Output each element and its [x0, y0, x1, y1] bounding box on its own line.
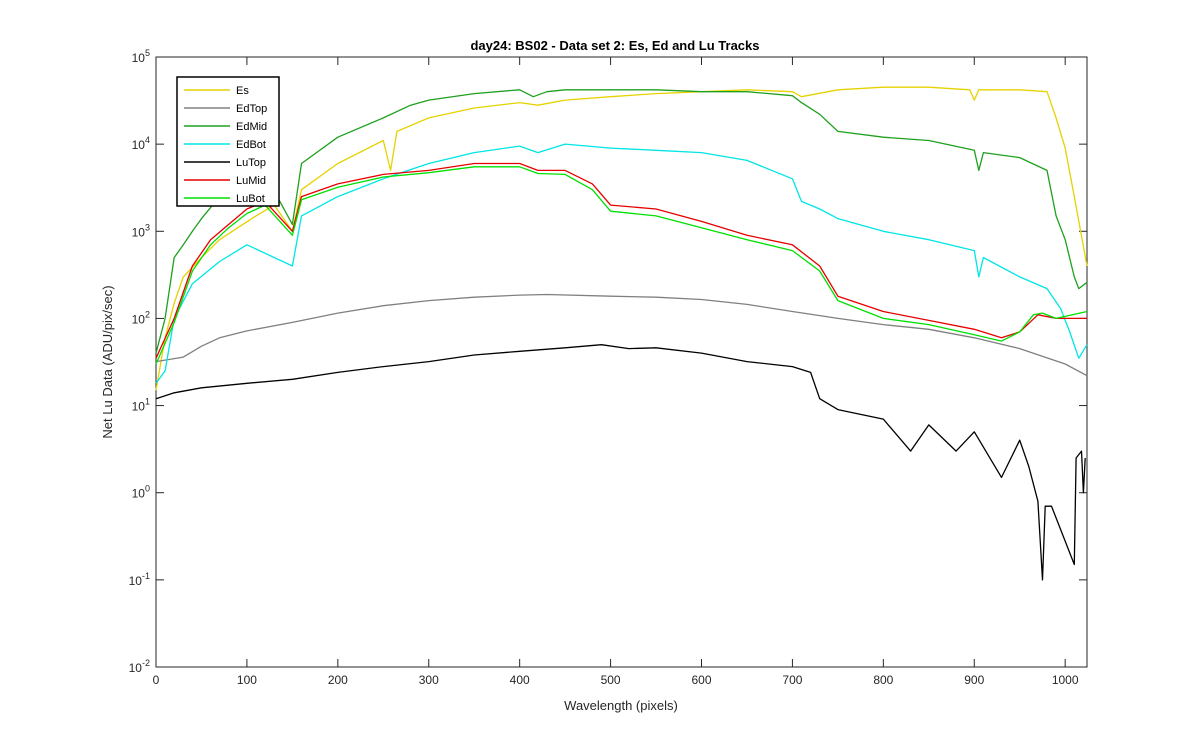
- y-tick-exponent: 2: [145, 309, 150, 319]
- x-tick-label: 600: [691, 673, 711, 687]
- legend-label: EdBot: [236, 139, 266, 151]
- series-line-lutop: [155, 344, 1086, 581]
- x-axis-label: Wavelength (pixels): [564, 698, 678, 713]
- y-tick-label: 102: [132, 309, 150, 326]
- y-tick-label: 100: [132, 484, 150, 501]
- y-tick-label: 105: [132, 48, 150, 65]
- x-tick-label: 200: [328, 673, 348, 687]
- x-tick-label: 100: [237, 673, 257, 687]
- series-line-es: [155, 86, 1088, 391]
- y-tick-label: 104: [132, 135, 150, 152]
- x-tick-label: 800: [873, 673, 893, 687]
- y-tick-label: 103: [132, 222, 150, 239]
- y-tick-base: 10: [132, 400, 146, 414]
- y-tick-exponent: -2: [142, 658, 150, 668]
- x-tick-label: 900: [964, 673, 984, 687]
- legend-label: LuTop: [236, 157, 266, 169]
- y-tick-base: 10: [129, 574, 143, 588]
- y-tick-label: 101: [132, 397, 150, 414]
- x-tick-label: 1000: [1052, 673, 1079, 687]
- y-tick-exponent: 3: [145, 222, 150, 232]
- plot-area: [155, 56, 1088, 668]
- y-tick-base: 10: [132, 487, 146, 501]
- legend-label: LuMid: [236, 175, 266, 187]
- series-line-lumid: [155, 162, 1087, 359]
- x-tick-label: 0: [153, 673, 160, 687]
- y-tick-exponent: 1: [145, 397, 150, 407]
- y-tick-base: 10: [132, 51, 146, 65]
- legend-label: EdTop: [236, 103, 267, 115]
- series-line-lubot: [155, 166, 1088, 365]
- series-line-edbot: [155, 143, 1088, 384]
- series-lines: [155, 86, 1088, 581]
- legend-label: Es: [236, 85, 249, 97]
- y-tick-base: 10: [132, 138, 146, 152]
- legend: Es EdTop EdMid EdBot LuTop LuMid LuBot: [176, 76, 280, 207]
- y-tick-label: 10-1: [129, 571, 150, 588]
- x-tick-label: 500: [601, 673, 621, 687]
- x-tick-label: 400: [510, 673, 530, 687]
- y-axis-label: Net Lu Data (ADU/pix/sec): [100, 285, 115, 438]
- y-tick-label: 10-2: [129, 658, 150, 675]
- chart-title: day24: BS02 - Data set 2: Es, Ed and Lu …: [470, 38, 759, 53]
- x-axis: 0 100 200 300 400 500 600 700 800 900 1000: [153, 57, 1079, 687]
- y-tick-exponent: -1: [142, 571, 150, 581]
- y-tick-base: 10: [129, 661, 143, 675]
- y-tick-exponent: 4: [145, 135, 150, 145]
- legend-box: [176, 76, 280, 207]
- legend-label: LuBot: [236, 193, 265, 205]
- x-tick-label: 300: [419, 673, 439, 687]
- series-line-edtop: [155, 293, 1088, 377]
- y-tick-exponent: 0: [145, 484, 150, 494]
- y-tick-exponent: 5: [145, 48, 150, 58]
- x-tick-label: 700: [782, 673, 802, 687]
- legend-label: EdMid: [236, 121, 267, 133]
- y-tick-base: 10: [132, 225, 146, 239]
- y-tick-base: 10: [132, 312, 146, 326]
